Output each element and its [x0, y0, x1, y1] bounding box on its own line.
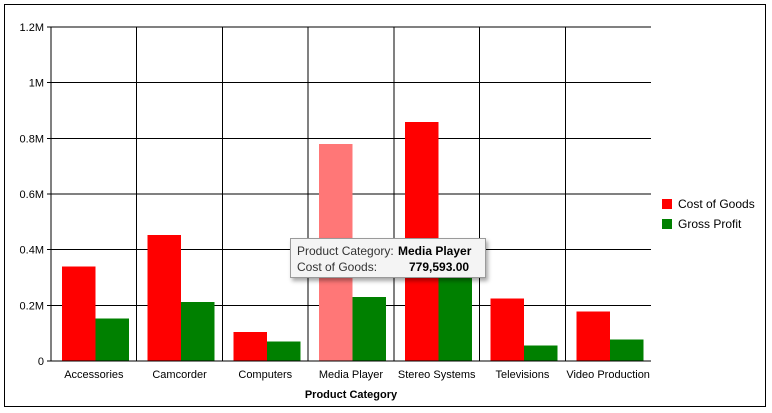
chart-frame: 0 0.2M 0.4M 0.6M 0.8M 1M 1.2M Accessories Camcor… [4, 4, 766, 407]
x-tick-label: Computers [238, 369, 292, 381]
x-tick-label: Camcorder [152, 369, 207, 381]
bar-gross-profit [352, 296, 387, 361]
bar-gross-profit [266, 341, 301, 361]
legend-label: Cost of Goods [678, 197, 755, 211]
bar-cost-of-goods [62, 266, 96, 361]
legend-swatch [662, 199, 672, 209]
bar-cost-of-goods [490, 298, 525, 361]
legend: Cost of Goods Gross Profit [662, 194, 755, 234]
x-tick-label: Media Player [319, 369, 384, 381]
tooltip-value-key: Cost of Goods: [297, 260, 378, 274]
y-tick-label: 0.6M [20, 189, 44, 201]
tooltip-value-value: 779,593.00 [409, 260, 470, 274]
y-tick-label: 0.8M [20, 133, 44, 145]
bar-cost-of-goods [233, 331, 267, 361]
x-axis-title: Product Category [305, 389, 398, 401]
x-tick-label: Stereo Systems [398, 369, 476, 381]
bar-cost-of-goods [576, 311, 610, 361]
y-tick-label: 0.4M [20, 245, 44, 257]
bar-cost-of-goods [147, 235, 182, 361]
bar-gross-profit [95, 318, 129, 361]
y-tick-label: 1.2M [20, 22, 44, 34]
legend-swatch [662, 219, 672, 229]
y-tick-label: 0.2M [20, 300, 44, 312]
y-tick-label: 1M [29, 78, 44, 90]
y-tick-label: 0 [38, 356, 44, 368]
legend-label: Gross Profit [678, 217, 742, 231]
bar-gross-profit [438, 271, 472, 361]
legend-item-gross-profit[interactable]: Gross Profit [662, 214, 755, 234]
bar-chart: 0 0.2M 0.4M 0.6M 0.8M 1M 1.2M Accessories Camcor… [20, 22, 651, 401]
tooltip: Product Category: Media Player Cost of G… [290, 238, 486, 278]
x-tick-label: Video Production [566, 369, 650, 381]
x-tick-label: Accessories [64, 369, 124, 381]
bar-gross-profit [181, 301, 215, 361]
axis-layer: 0 0.2M 0.4M 0.6M 0.8M 1M 1.2M Accessories Camcor… [20, 22, 651, 381]
bar-gross-profit [524, 345, 558, 361]
legend-item-cost-of-goods[interactable]: Cost of Goods [662, 194, 755, 214]
tooltip-category-key: Product Category: [297, 244, 394, 258]
tooltip-category-value: Media Player [398, 244, 472, 258]
x-tick-label: Televisions [496, 369, 550, 381]
bar-gross-profit [609, 339, 644, 361]
